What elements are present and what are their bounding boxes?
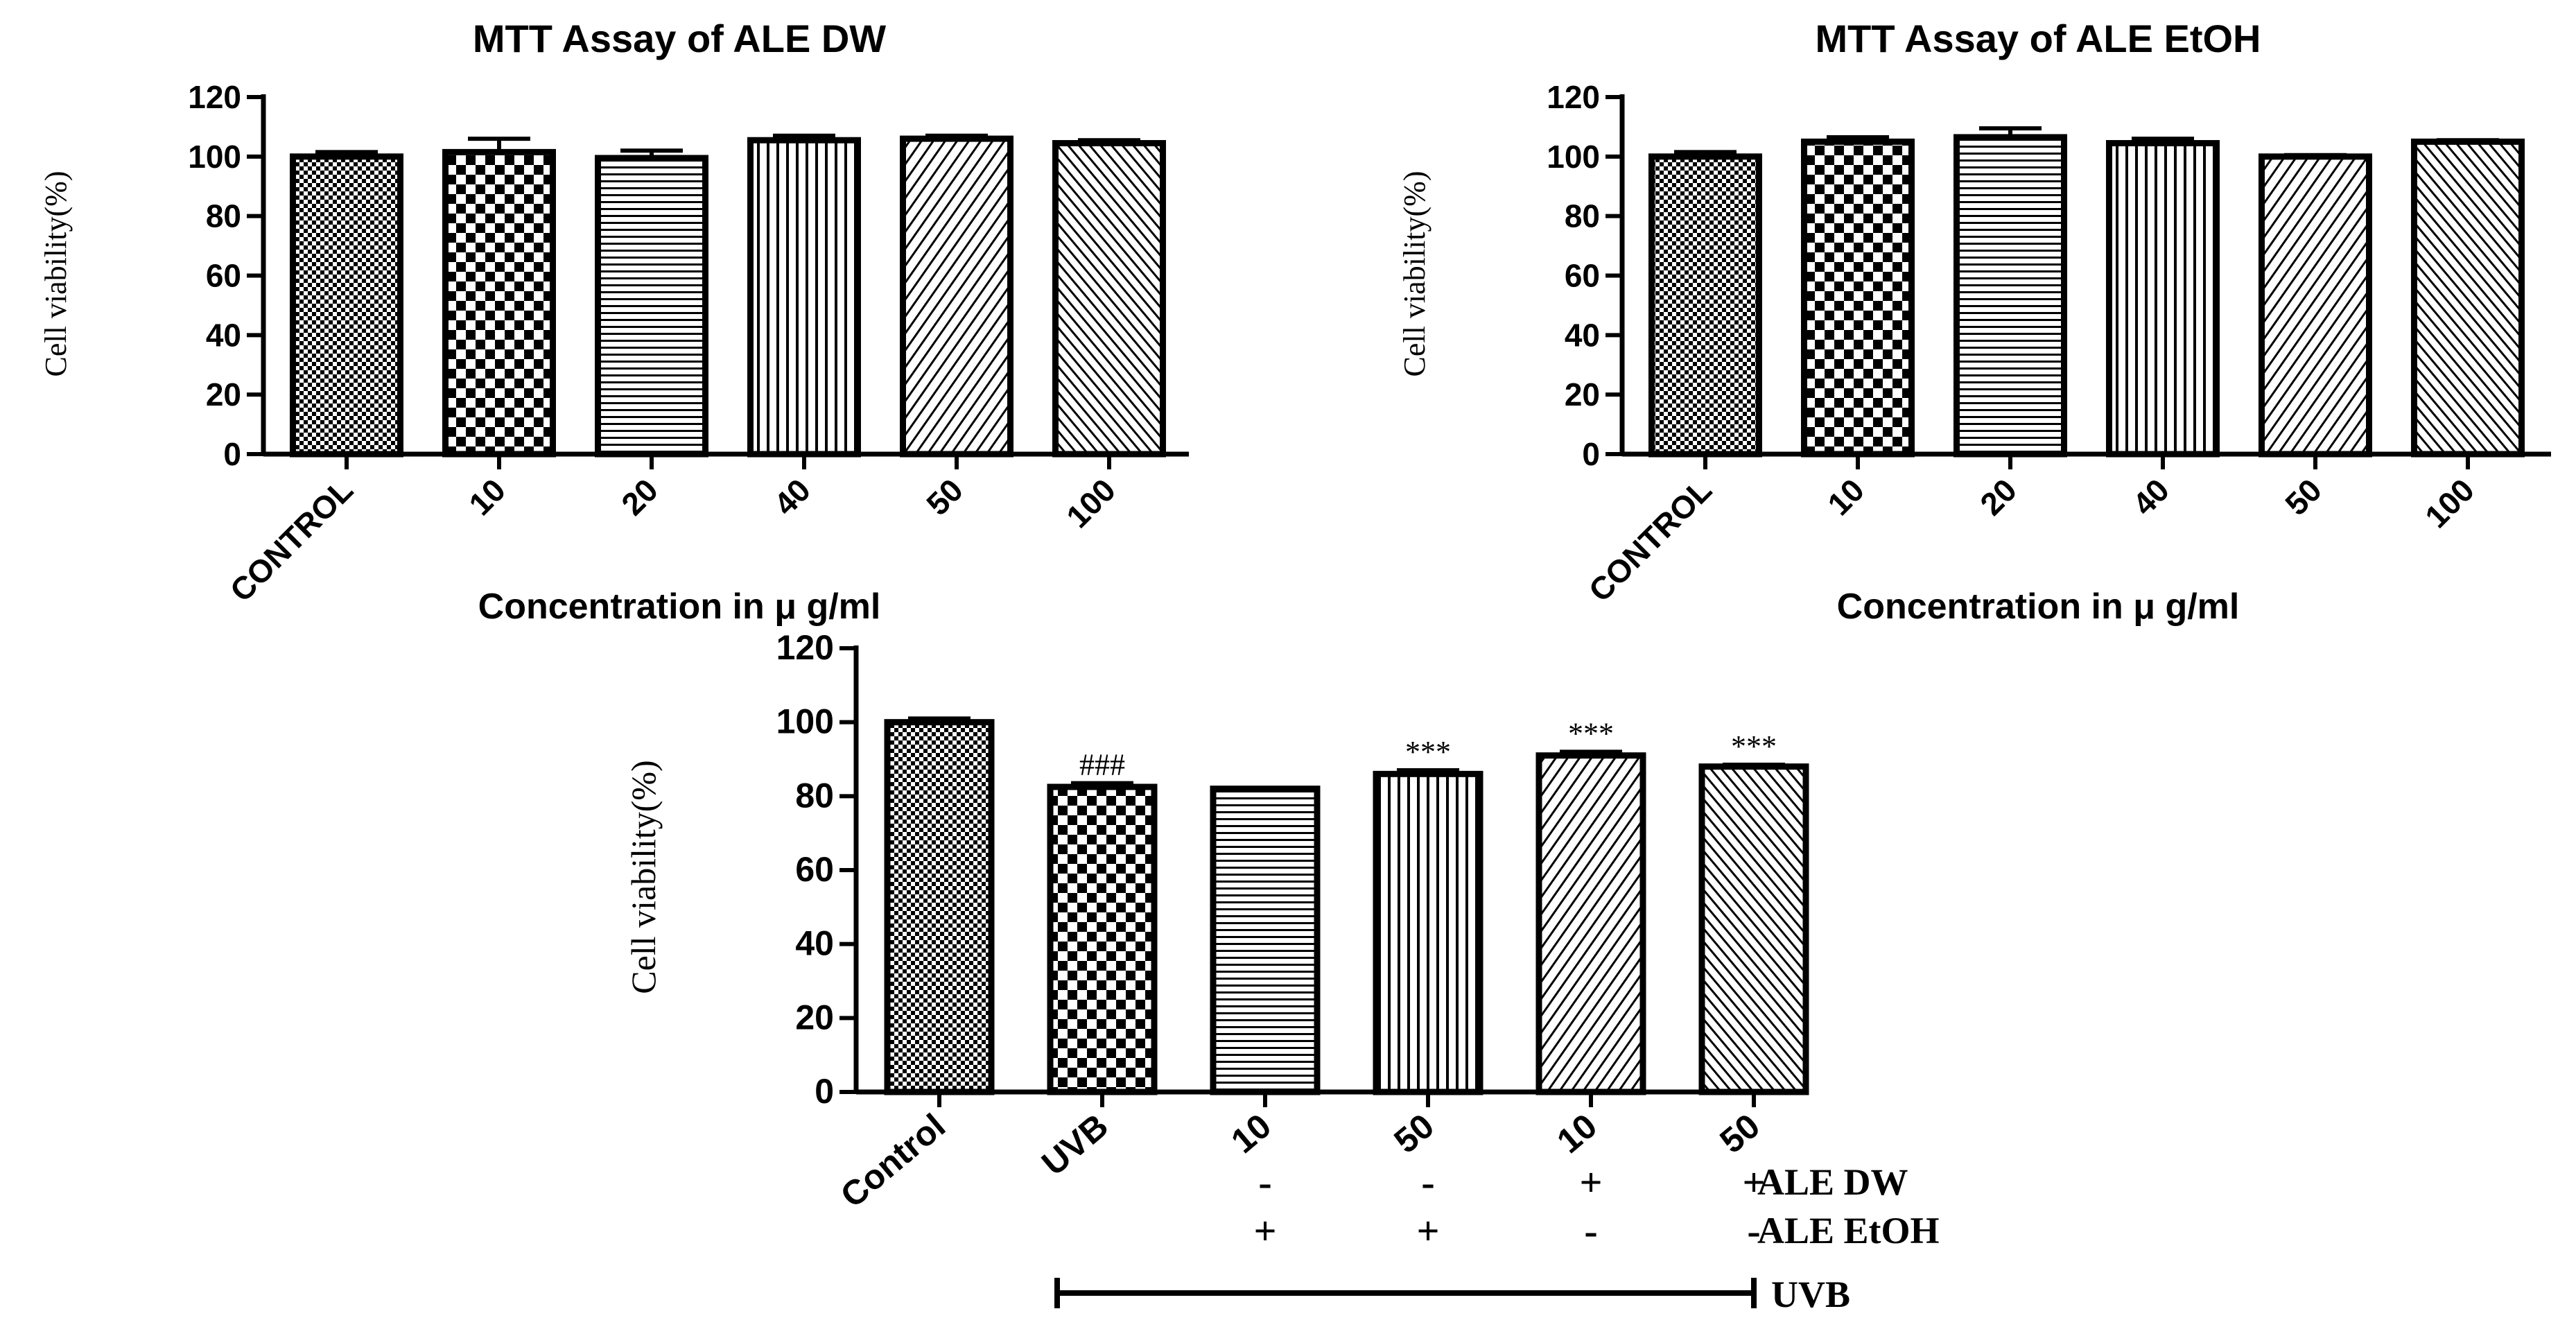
treatment-sign: - [1747,1208,1760,1254]
bar [884,719,995,1095]
y-tick-label: 120 [776,628,834,667]
uvb-bracket-label: UVB [1771,1274,1850,1315]
bar [1648,153,1762,458]
y-tick-label: 60 [206,258,241,294]
bar [1801,138,1915,458]
bar [2259,153,2372,458]
chart-title: MTT Assay of ALE DW [473,17,886,60]
treatment-sign: - [1258,1160,1271,1205]
y-tick-label: 100 [188,139,241,175]
y-tick-label: 40 [206,317,241,353]
x-tick-label: 10 [1224,1107,1278,1161]
y-tick-label: 80 [1565,198,1600,234]
treatment-row-label: ALE DW [1757,1161,1908,1203]
y-tick-label: 80 [795,776,834,815]
x-tick-label: 50 [919,471,970,522]
plot-area: 0 20 40 60 80 100 120 CONTROL 10 20 40 50 100 [1547,79,2551,609]
chart-uvb-treatment: Cell viability(%) 0 20 40 60 80 100 120 Control… [624,628,1940,1315]
treatment-sign: + [1253,1208,1276,1254]
x-tick-label: 20 [614,471,665,522]
y-tick-label: 100 [1547,139,1600,175]
x-tick-label: UVB [1034,1107,1115,1183]
treatment-row-label: ALE EtOH [1757,1210,1940,1251]
x-tick-label: 10 [1549,1107,1604,1161]
y-tick-label: 0 [223,436,241,472]
x-tick-label: 50 [1386,1107,1441,1161]
bar [900,135,1013,458]
significance-mark: *** [1731,729,1777,763]
x-tick-label: 20 [1973,471,2024,522]
y-tick-label: 60 [1565,258,1600,294]
bar [1052,140,1166,458]
treatment-table: - - + +ALE DW+ + - -ALE EtOH [1253,1160,1939,1254]
y-axis-label: Cell viability(%) [624,760,663,994]
x-tick-label: 40 [767,471,817,522]
x-tick-label: 10 [1820,471,1871,522]
bar [1210,786,1321,1095]
x-tick-label: Control [833,1107,952,1215]
treatment-sign: - [1421,1160,1434,1205]
bar [1535,752,1646,1095]
y-tick-label: 40 [795,924,834,963]
bar [747,137,861,458]
bar [290,153,403,458]
significance-mark: *** [1568,716,1614,750]
y-tick-label: 120 [188,79,241,115]
x-tick-label: 50 [1712,1107,1767,1161]
x-tick-label: CONTROL [223,471,360,609]
y-tick-label: 20 [206,376,241,413]
bar [2411,138,2525,458]
treatment-sign: + [1742,1160,1765,1205]
chart-ale-dw: MTT Assay of ALE DW Cell viability(%) Co… [39,17,1189,627]
y-tick-label: 40 [1565,317,1600,353]
y-tick-label: 20 [1565,376,1600,413]
x-tick-label: 40 [2125,471,2176,522]
y-tick-label: 0 [1582,436,1600,472]
x-axis-label: Concentration in μ g/ml [478,587,881,627]
plot-area: 0 20 40 60 80 100 120 CONTROL 10 20 40 50 100 [188,79,1189,609]
bar [1698,763,1809,1095]
bar [595,155,708,458]
x-tick-label: 100 [2418,471,2481,535]
bar [1953,134,2067,458]
x-tick-label: CONTROL [1581,471,1718,609]
treatment-sign: + [1416,1208,1439,1254]
chart-ale-etoh: MTT Assay of ALE EtOH Cell viability(%) … [1398,17,2551,627]
y-axis-label: Cell viability(%) [39,171,73,377]
x-axis-label: Concentration in μ g/ml [1837,587,2240,627]
chart-title: MTT Assay of ALE EtOH [1815,17,2261,60]
bar [1047,783,1158,1095]
x-tick-label: 10 [462,471,512,522]
bar [442,148,556,458]
y-tick-label: 60 [795,850,834,889]
y-tick-label: 20 [795,998,834,1037]
y-tick-label: 80 [206,198,241,234]
bar [1373,770,1483,1095]
significance-mark: ### [1079,748,1125,782]
treatment-sign: - [1584,1208,1597,1254]
y-tick-label: 0 [815,1072,834,1111]
significance-mark: *** [1405,735,1451,769]
treatment-sign: + [1579,1160,1602,1205]
y-axis-label: Cell viability(%) [1398,171,1431,377]
plot-area: 0 20 40 60 80 100 120 Control UVB ### 10 50 *** 10 ***… [776,628,1809,1215]
x-tick-label: 50 [2278,471,2329,522]
bar [2106,140,2220,458]
y-tick-label: 100 [776,702,834,741]
y-tick-label: 120 [1547,79,1600,115]
x-tick-label: 100 [1059,471,1122,535]
